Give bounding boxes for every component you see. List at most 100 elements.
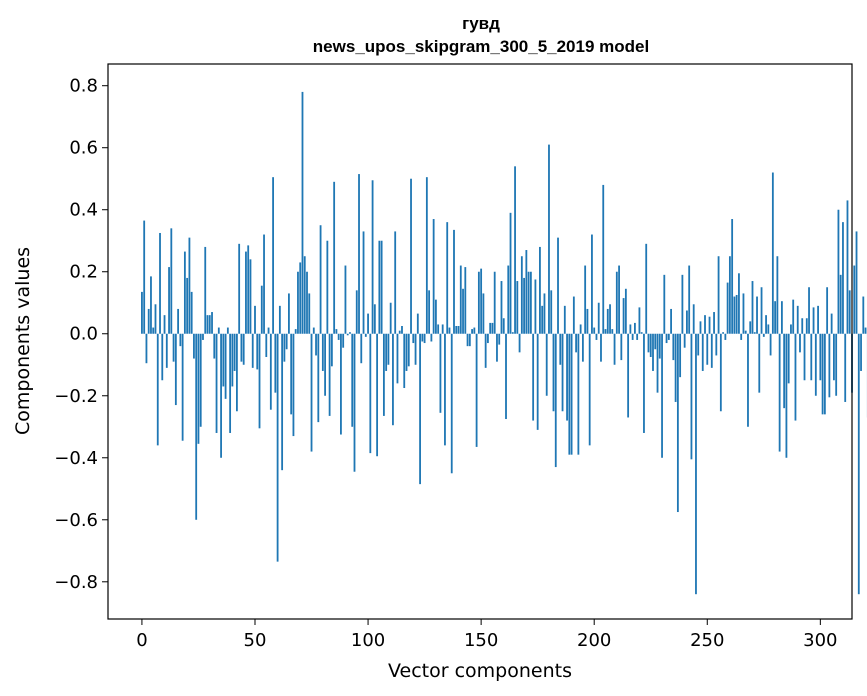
- bar: [337, 333, 340, 340]
- bar: [681, 274, 684, 334]
- bar: [193, 333, 195, 359]
- bar: [654, 333, 657, 350]
- bar: [197, 333, 200, 444]
- bar: [423, 333, 426, 344]
- bar: [586, 308, 589, 334]
- bar: [823, 333, 826, 415]
- bar: [532, 333, 535, 421]
- bar: [812, 307, 815, 334]
- bar: [525, 250, 528, 334]
- bar: [624, 288, 627, 334]
- bar: [647, 333, 650, 353]
- y-tick-label: −0.6: [54, 510, 98, 531]
- bar: [229, 333, 232, 433]
- bar: [846, 200, 849, 334]
- x-axis-label: Vector components: [388, 660, 572, 682]
- bar: [554, 333, 557, 468]
- bar: [195, 333, 198, 520]
- bar: [326, 240, 329, 334]
- bar: [168, 267, 170, 334]
- bar: [656, 333, 659, 393]
- bar: [695, 333, 697, 595]
- bar: [652, 333, 654, 371]
- bar: [561, 333, 564, 412]
- bar: [527, 271, 530, 334]
- bar: [242, 333, 245, 365]
- bar: [819, 333, 822, 381]
- bar: [419, 333, 421, 485]
- bar: [179, 333, 182, 347]
- bar: [301, 91, 304, 334]
- bar: [663, 274, 666, 334]
- x-tick-label: 0: [136, 630, 147, 651]
- bar: [299, 262, 302, 334]
- bar: [529, 271, 532, 334]
- x-tick-label: 50: [244, 630, 267, 651]
- bar: [188, 237, 191, 334]
- bar: [690, 333, 693, 460]
- bar: [830, 313, 833, 334]
- bar: [722, 332, 725, 334]
- x-tick-label: 300: [803, 630, 837, 651]
- bar: [520, 256, 523, 334]
- bar: [340, 333, 342, 435]
- bar: [303, 256, 306, 334]
- bar: [618, 265, 620, 334]
- bar: [579, 324, 582, 334]
- bar: [204, 246, 207, 334]
- bar: [145, 333, 148, 364]
- bar: [688, 265, 691, 334]
- bar: [518, 333, 521, 353]
- bar: [638, 307, 641, 334]
- bar: [480, 268, 483, 334]
- bar: [306, 271, 308, 334]
- bar: [760, 287, 763, 334]
- bar: [611, 329, 614, 334]
- bar: [602, 184, 605, 334]
- bar: [507, 265, 510, 334]
- bar: [466, 333, 469, 347]
- bar: [753, 332, 756, 334]
- bar: [143, 220, 146, 334]
- y-tick-label: 0.6: [69, 138, 98, 159]
- bar: [333, 181, 336, 334]
- bar: [344, 265, 347, 334]
- bar: [174, 333, 177, 406]
- bar: [541, 305, 544, 334]
- bar: [240, 333, 243, 362]
- bar: [853, 265, 856, 334]
- bar: [717, 256, 720, 334]
- bar: [814, 333, 817, 396]
- bar: [774, 301, 777, 334]
- bar: [231, 333, 234, 387]
- bar: [751, 281, 754, 334]
- bar: [353, 333, 356, 472]
- bar: [658, 333, 661, 359]
- bar: [794, 333, 797, 421]
- bar: [317, 333, 320, 423]
- bar: [785, 333, 788, 458]
- bar: [308, 293, 311, 334]
- bar: [649, 333, 652, 357]
- bar: [349, 332, 351, 334]
- bar: [444, 333, 446, 446]
- bar: [202, 333, 204, 340]
- y-tick-label: 0.2: [69, 262, 98, 283]
- bar: [713, 312, 715, 334]
- bar: [697, 333, 700, 356]
- bar: [213, 333, 216, 359]
- bar: [396, 333, 399, 384]
- bar: [489, 322, 492, 334]
- bar: [430, 333, 433, 342]
- plot-frame: [107, 63, 853, 620]
- bar: [315, 333, 317, 356]
- bar: [172, 333, 175, 362]
- bar: [150, 276, 152, 334]
- bar: [699, 321, 702, 334]
- bar: [211, 312, 213, 334]
- bar: [837, 209, 840, 334]
- bar: [154, 304, 157, 334]
- bar: [455, 326, 458, 334]
- bar: [588, 333, 591, 446]
- bar: [414, 333, 417, 365]
